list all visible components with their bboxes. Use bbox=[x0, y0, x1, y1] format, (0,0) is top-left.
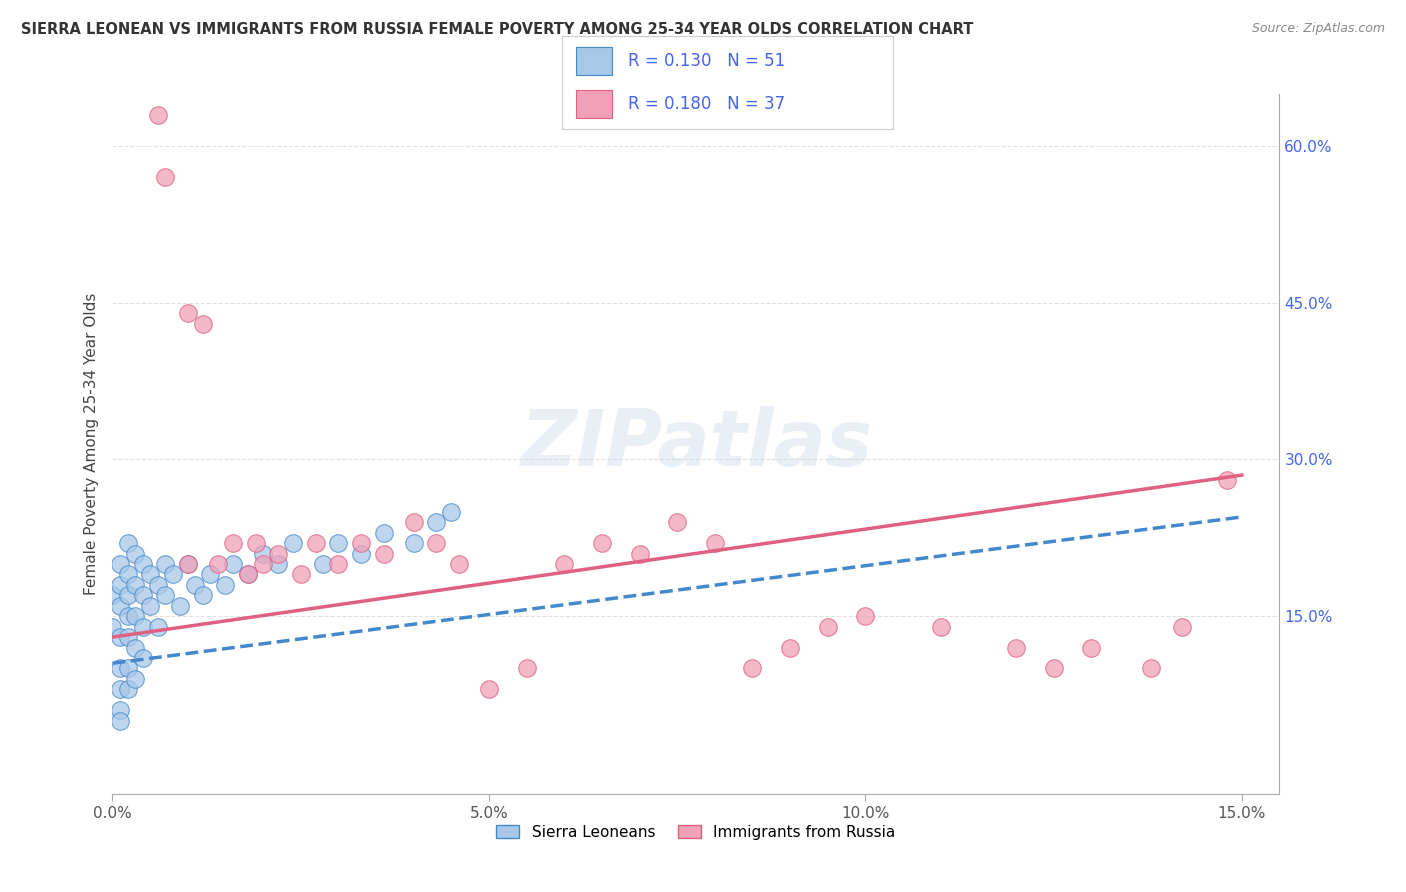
Point bbox=[267, 547, 290, 561]
Point bbox=[177, 306, 200, 320]
Point bbox=[252, 557, 274, 571]
Y-axis label: Female Poverty Among 25-34 Year Olds: Female Poverty Among 25-34 Year Olds bbox=[83, 293, 98, 595]
Point bbox=[1140, 661, 1163, 675]
Point bbox=[108, 578, 131, 592]
Point bbox=[146, 578, 169, 592]
Point bbox=[1170, 620, 1192, 634]
Point bbox=[101, 588, 124, 602]
Point bbox=[373, 525, 395, 540]
Point bbox=[267, 557, 290, 571]
Point bbox=[124, 578, 146, 592]
Point bbox=[402, 536, 425, 550]
Point bbox=[328, 536, 350, 550]
Point bbox=[305, 536, 328, 550]
Point bbox=[108, 703, 131, 717]
Point bbox=[350, 536, 373, 550]
Point bbox=[929, 620, 952, 634]
Point bbox=[245, 536, 267, 550]
Point bbox=[666, 515, 689, 529]
Point bbox=[1042, 661, 1064, 675]
Point bbox=[117, 682, 139, 697]
Point bbox=[1216, 474, 1239, 488]
Text: SIERRA LEONEAN VS IMMIGRANTS FROM RUSSIA FEMALE POVERTY AMONG 25-34 YEAR OLDS CO: SIERRA LEONEAN VS IMMIGRANTS FROM RUSSIA… bbox=[21, 22, 973, 37]
Point bbox=[191, 588, 214, 602]
Point bbox=[628, 547, 651, 561]
Point bbox=[350, 547, 373, 561]
Point bbox=[373, 547, 395, 561]
Point bbox=[146, 620, 169, 634]
Point bbox=[177, 557, 200, 571]
Point bbox=[124, 640, 146, 655]
Point bbox=[117, 536, 139, 550]
Point bbox=[101, 620, 124, 634]
Point bbox=[139, 567, 162, 582]
Text: Source: ZipAtlas.com: Source: ZipAtlas.com bbox=[1251, 22, 1385, 36]
Point bbox=[252, 547, 274, 561]
Point bbox=[200, 567, 222, 582]
Point bbox=[117, 609, 139, 624]
Point bbox=[124, 672, 146, 686]
Point bbox=[1080, 640, 1102, 655]
Point bbox=[124, 609, 146, 624]
Point bbox=[162, 567, 184, 582]
Point bbox=[108, 682, 131, 697]
Text: R = 0.130   N = 51: R = 0.130 N = 51 bbox=[628, 52, 786, 70]
Point bbox=[207, 557, 229, 571]
Point bbox=[108, 714, 131, 728]
Point bbox=[328, 557, 350, 571]
Point bbox=[516, 661, 538, 675]
Point bbox=[108, 630, 131, 644]
Point bbox=[169, 599, 191, 613]
Point bbox=[124, 547, 146, 561]
Point bbox=[131, 651, 153, 665]
Point bbox=[153, 170, 176, 185]
Point bbox=[236, 567, 259, 582]
Legend: Sierra Leoneans, Immigrants from Russia: Sierra Leoneans, Immigrants from Russia bbox=[491, 819, 901, 846]
Point bbox=[117, 588, 139, 602]
Point bbox=[779, 640, 801, 655]
Point bbox=[853, 609, 876, 624]
Point bbox=[108, 557, 131, 571]
Point bbox=[108, 661, 131, 675]
Point bbox=[425, 536, 447, 550]
Point bbox=[153, 588, 176, 602]
Bar bbox=[575, 47, 612, 75]
Point bbox=[139, 599, 162, 613]
Point bbox=[425, 515, 447, 529]
Point bbox=[184, 578, 207, 592]
Point bbox=[236, 567, 259, 582]
Text: ZIPatlas: ZIPatlas bbox=[520, 406, 872, 482]
Point bbox=[312, 557, 335, 571]
Point bbox=[283, 536, 305, 550]
Point bbox=[131, 557, 153, 571]
Point bbox=[108, 599, 131, 613]
Point bbox=[131, 620, 153, 634]
Point bbox=[117, 630, 139, 644]
Point bbox=[440, 505, 463, 519]
Point bbox=[1005, 640, 1028, 655]
Bar bbox=[575, 90, 612, 118]
Point bbox=[117, 661, 139, 675]
Point bbox=[553, 557, 575, 571]
Point bbox=[214, 578, 236, 592]
Point bbox=[153, 557, 176, 571]
Text: R = 0.180   N = 37: R = 0.180 N = 37 bbox=[628, 95, 786, 113]
Point bbox=[817, 620, 839, 634]
Point bbox=[117, 567, 139, 582]
Point bbox=[131, 588, 153, 602]
Point bbox=[222, 557, 245, 571]
Point bbox=[290, 567, 312, 582]
Point bbox=[703, 536, 725, 550]
Point bbox=[191, 317, 214, 331]
Point bbox=[177, 557, 200, 571]
Point bbox=[402, 515, 425, 529]
Point bbox=[222, 536, 245, 550]
Point bbox=[591, 536, 613, 550]
Point bbox=[146, 107, 169, 121]
Point bbox=[447, 557, 470, 571]
Point bbox=[478, 682, 501, 697]
Point bbox=[741, 661, 763, 675]
